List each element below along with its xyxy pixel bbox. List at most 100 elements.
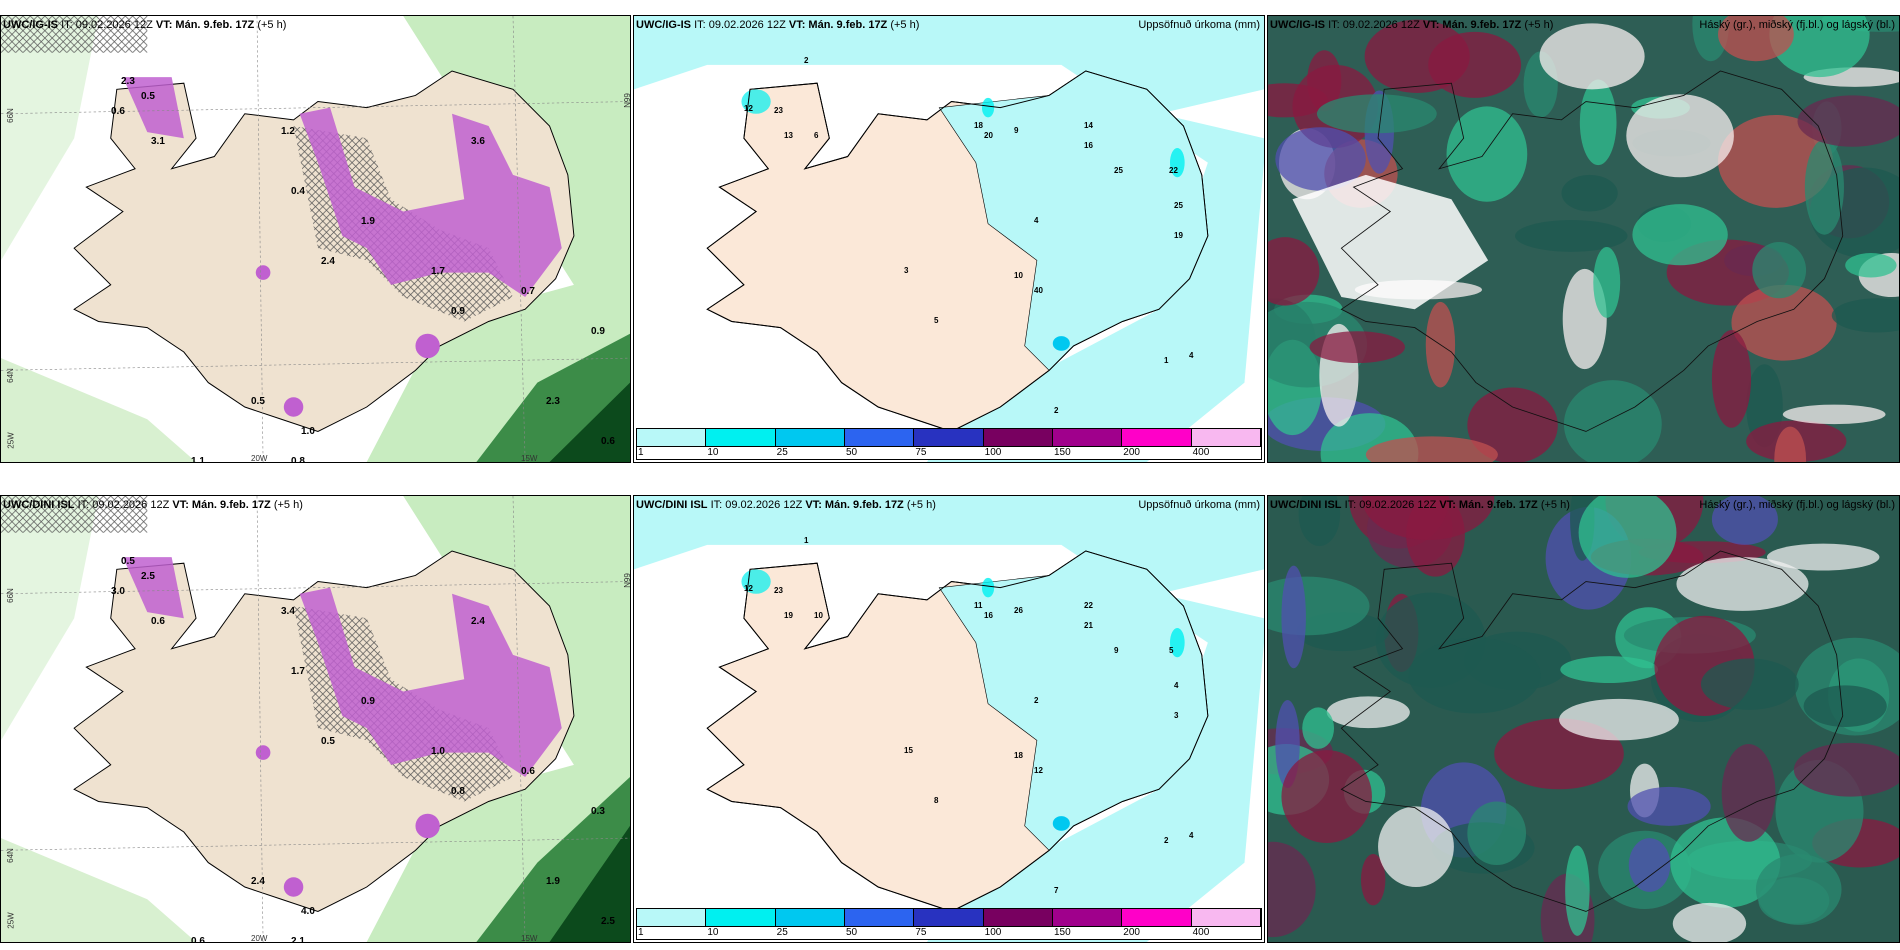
precip-value-label: 16 — [984, 611, 993, 620]
precip-value-label: 8 — [934, 796, 939, 805]
precip-value-label: 4 — [1189, 831, 1194, 840]
precip-value-label: 3.0 — [111, 586, 125, 597]
precip-value-label: 2.3 — [546, 396, 560, 407]
precip-value-label: 2.4 — [321, 256, 335, 267]
precip-title: Uppsöfnuð úrkoma (mm) — [1138, 19, 1260, 31]
panel-title: UWC/IG-IS IT: 09.02.2026 12Z VT: Mán. 9.… — [3, 19, 287, 31]
precip-value-label: 5 — [1169, 646, 1174, 655]
axis-coordinate-label: 66N — [621, 573, 631, 588]
axis-coordinate-label: 20W — [251, 454, 268, 463]
axis-coordinate-label: 64N — [5, 848, 15, 863]
precip-value-label: 11 — [974, 601, 983, 610]
colorbar-swatch — [844, 429, 915, 446]
precip-value-label: 22 — [1084, 601, 1093, 610]
precip-value-label: 10 — [1014, 271, 1023, 280]
precip-value-label: 0.5 — [141, 91, 155, 102]
precip-value-label: 3.1 — [151, 136, 165, 147]
axis-coordinate-label: 20W — [251, 934, 268, 943]
colorbar-tick: 75 — [915, 927, 927, 938]
precip-value-label: 25 — [1114, 166, 1123, 175]
axis-coordinate-label: 25W — [6, 912, 16, 929]
precip-value-label: 1.7 — [291, 666, 305, 677]
colorbar-swatch — [1052, 909, 1123, 926]
precip-value-label: 2.3 — [121, 76, 135, 87]
precip-value-label: 10 — [814, 611, 823, 620]
colorbar-swatch — [844, 909, 915, 926]
precip-value-label: 22 — [1169, 166, 1178, 175]
precip-value-label: 26 — [1014, 606, 1023, 615]
precip-value-label: 6 — [814, 131, 819, 140]
precip-value-label: 3.6 — [471, 136, 485, 147]
colorbar-swatch — [775, 429, 845, 446]
precip-value-label: 12 — [1034, 766, 1043, 775]
precip-value-label: 2 — [1054, 406, 1059, 415]
accumulated-precip-map — [634, 496, 1264, 942]
precip-value-label: 2.5 — [601, 916, 615, 927]
colorbar-tick: 50 — [845, 927, 858, 938]
colorbar-tick: 150 — [1053, 927, 1071, 938]
cloud-cover-map-panel: UWC/DINI ISL IT: 09.02.2026 12Z VT: Mán.… — [1267, 495, 1900, 943]
precip-value-label: 4 — [1189, 351, 1194, 360]
precip-value-label: 1 — [1164, 356, 1169, 365]
colorbar-swatch — [775, 909, 845, 926]
colorbar-swatch — [1122, 429, 1192, 446]
accumulated-precip-map-panel: UWC/IG-IS IT: 09.02.2026 12Z VT: Mán. 9.… — [633, 15, 1265, 463]
cloud-title: Háský (gr.), miðský (fj.bl.) og lágský (… — [1699, 499, 1895, 511]
cloud-cover-map — [1268, 16, 1899, 462]
panel-title: UWC/DINI ISL IT: 09.02.2026 12Z VT: Mán.… — [1270, 499, 1570, 511]
axis-coordinate-label: 66N — [5, 108, 15, 123]
wind-precip-map-panel: UWC/DINI ISL IT: 09.02.2026 12Z VT: Mán.… — [0, 495, 631, 943]
precip-value-label: 3 — [1174, 711, 1179, 720]
precip-value-label: 0.6 — [601, 436, 615, 447]
precip-value-label: 15 — [904, 746, 913, 755]
axis-coordinate-label: 66N — [621, 93, 631, 108]
precip-value-label: 18 — [1014, 751, 1023, 760]
axis-coordinate-label: 64N — [5, 368, 15, 383]
precip-value-label: 9 — [1114, 646, 1119, 655]
colorbar-tick: 100 — [984, 447, 1002, 458]
axis-coordinate-label: 15W — [521, 934, 538, 943]
colorbar-tick: 400 — [1192, 927, 1210, 938]
precip-value-label: 0.7 — [521, 286, 535, 297]
axis-coordinate-label: 15W — [521, 454, 538, 463]
precip-value-label: 1.1 — [191, 456, 205, 463]
precip-value-label: 2.4 — [471, 616, 485, 627]
precip-value-label: 1.9 — [546, 876, 560, 887]
precip-value-label: 1.0 — [301, 426, 315, 437]
colorbar-tick: 10 — [707, 447, 719, 458]
precip-value-label: 0.5 — [321, 736, 335, 747]
colorbar-swatch — [1122, 909, 1192, 926]
colorbar-swatch — [637, 429, 707, 446]
precip-value-label: 0.9 — [591, 326, 605, 337]
precip-value-label: 23 — [774, 586, 783, 595]
accumulated-precip-map-panel: UWC/DINI ISL IT: 09.02.2026 12Z VT: Mán.… — [633, 495, 1265, 943]
panel-title: UWC/IG-IS IT: 09.02.2026 12Z VT: Mán. 9.… — [1270, 19, 1554, 31]
precip-value-label: 0.5 — [121, 556, 135, 567]
panel-title: UWC/IG-IS IT: 09.02.2026 12Z VT: Mán. 9.… — [636, 19, 920, 31]
precip-value-label: 1.7 — [431, 266, 445, 277]
colorbar-swatch — [706, 429, 776, 446]
cloud-title: Háský (gr.), miðský (fj.bl.) og lágský (… — [1699, 19, 1895, 31]
precip-value-label: 0.9 — [451, 306, 465, 317]
precip-value-label: 2 — [1034, 696, 1039, 705]
colorbar-swatch — [914, 909, 984, 926]
precip-value-label: 13 — [784, 131, 793, 140]
colorbar-swatch — [983, 429, 1053, 446]
colorbar-tick: 100 — [984, 927, 1002, 938]
precip-value-label: 0.4 — [291, 186, 305, 197]
colorbar-tick: 25 — [776, 927, 788, 938]
precip-value-label: 19 — [1174, 231, 1183, 240]
precip-value-label: 0.6 — [151, 616, 165, 627]
precip-value-label: 4 — [1034, 216, 1039, 225]
colorbar-tick: 25 — [776, 447, 788, 458]
precip-value-label: 7 — [1054, 886, 1059, 895]
colorbar-swatch — [1191, 429, 1261, 446]
precip-value-label: 0.6 — [111, 106, 125, 117]
cloud-cover-map-panel: UWC/IG-IS IT: 09.02.2026 12Z VT: Mán. 9.… — [1267, 15, 1900, 463]
precip-value-label: 2.5 — [141, 571, 155, 582]
precip-value-label: 2.4 — [251, 876, 265, 887]
colorbar-swatch — [1191, 909, 1261, 926]
precip-value-label: 40 — [1034, 286, 1043, 295]
precip-value-label: 0.6 — [521, 766, 535, 777]
colorbar-tick: 400 — [1192, 447, 1210, 458]
